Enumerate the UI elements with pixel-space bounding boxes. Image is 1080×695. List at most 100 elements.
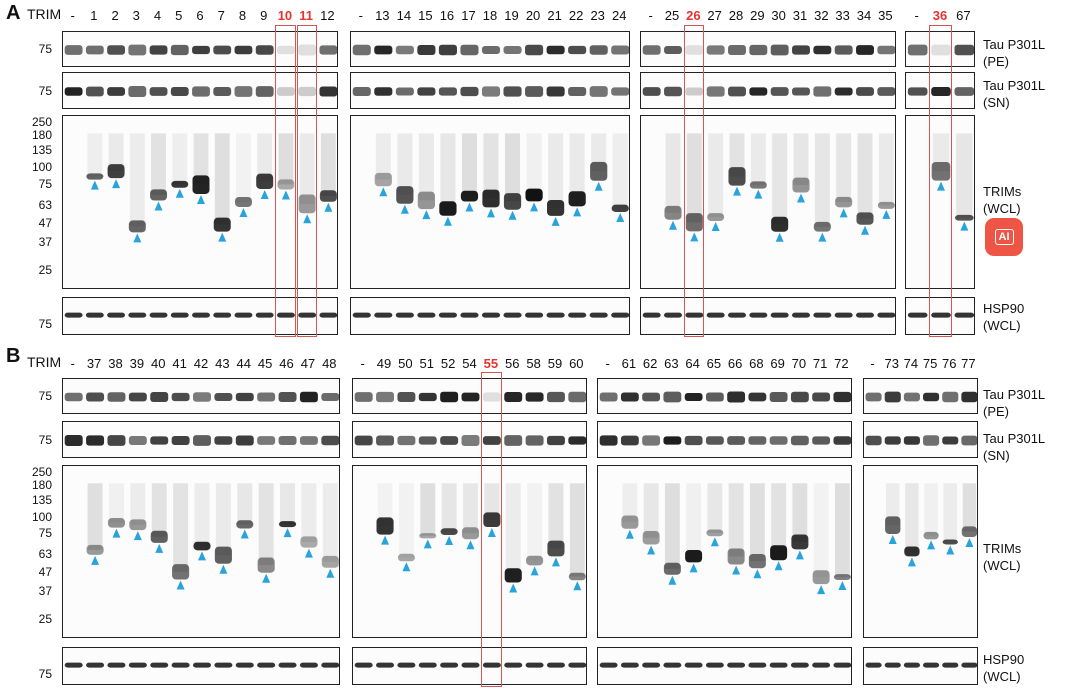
trim-band <box>770 545 788 561</box>
band <box>397 662 416 668</box>
arrow-marker <box>379 187 388 197</box>
band <box>319 312 337 318</box>
arrow-marker <box>466 540 475 550</box>
band <box>546 391 565 403</box>
smear <box>505 133 521 202</box>
blot-svg <box>352 86 629 97</box>
band <box>769 391 788 403</box>
trim-band <box>771 216 789 232</box>
band <box>395 312 414 318</box>
arrow-marker <box>732 565 741 575</box>
trim-band <box>256 173 274 189</box>
band <box>149 312 168 318</box>
band <box>257 436 276 445</box>
lane-label: 11 <box>299 8 314 23</box>
smear <box>772 133 788 225</box>
band <box>85 86 104 97</box>
row-label-line1: TRIMs <box>983 184 1022 199</box>
blot-strip <box>863 647 978 685</box>
band <box>856 45 874 55</box>
smear <box>750 133 766 186</box>
row-label-line1: HSP90 <box>983 301 1025 316</box>
band <box>727 391 746 403</box>
blot-svg <box>642 44 895 56</box>
mw-marker: 37 <box>38 584 52 599</box>
blot-svg <box>64 86 337 97</box>
band <box>352 312 371 318</box>
band <box>354 662 373 668</box>
smear <box>108 133 124 172</box>
row-label-line1: Tau P301L <box>983 37 1046 52</box>
lane-label: 10 <box>277 8 293 23</box>
band <box>128 312 147 318</box>
band <box>834 45 853 55</box>
mw-marker: 100 <box>31 160 52 175</box>
band <box>255 45 274 55</box>
lane-label: 50 <box>398 356 413 371</box>
band <box>769 436 788 445</box>
band <box>354 435 373 446</box>
smear <box>257 133 273 182</box>
smear <box>398 483 414 558</box>
band <box>85 45 104 55</box>
smear <box>729 133 745 177</box>
smear <box>440 133 456 209</box>
arrow-marker <box>594 181 603 191</box>
band <box>903 436 920 445</box>
band <box>642 45 661 55</box>
band <box>277 87 295 96</box>
smear <box>836 133 852 203</box>
smear <box>151 483 167 537</box>
mw-marker: 63 <box>38 197 52 212</box>
panel-b-trim-label: TRIM <box>27 354 62 370</box>
trim-band <box>396 186 414 204</box>
band <box>86 662 105 668</box>
lane-label: - <box>70 8 75 23</box>
smear <box>622 483 638 523</box>
lane-label: 14 <box>396 8 412 23</box>
smear <box>886 483 900 526</box>
band <box>685 45 704 55</box>
arrow-marker <box>326 568 335 578</box>
trim-band <box>86 173 104 180</box>
band <box>884 436 901 445</box>
smear <box>643 483 659 538</box>
band <box>546 45 565 55</box>
arrow-marker <box>882 209 891 219</box>
row-label: HSP90 (WCL) <box>983 300 1024 334</box>
band <box>546 435 565 446</box>
band <box>128 662 147 668</box>
band <box>417 312 436 318</box>
band <box>354 392 373 402</box>
smear <box>377 483 393 526</box>
trim-band <box>277 179 295 190</box>
blot-svg <box>64 391 339 403</box>
band <box>278 391 297 403</box>
panel-a-trim-label: TRIM <box>27 6 62 22</box>
smear <box>527 483 543 561</box>
band <box>149 87 168 96</box>
lane-label: 61 <box>621 356 637 371</box>
smear <box>322 483 338 562</box>
blot-strip <box>863 421 978 458</box>
band <box>298 86 317 97</box>
blot-svg <box>885 483 977 567</box>
band <box>961 435 977 446</box>
smear <box>708 133 724 218</box>
band <box>128 44 147 56</box>
mw-marker: 250 <box>31 114 52 129</box>
smear <box>320 133 336 196</box>
band <box>417 44 436 56</box>
smear <box>418 133 434 201</box>
band <box>64 392 83 402</box>
smear <box>686 133 702 223</box>
band <box>833 391 851 403</box>
trim-band <box>749 181 767 189</box>
lane-label: 24 <box>611 8 627 23</box>
arrow-marker <box>733 186 741 196</box>
band <box>749 312 768 318</box>
lane-label: 47 <box>300 356 316 371</box>
ai-badge[interactable]: AI <box>985 218 1023 256</box>
mw-marker: 75 <box>38 667 52 682</box>
band <box>903 662 920 668</box>
